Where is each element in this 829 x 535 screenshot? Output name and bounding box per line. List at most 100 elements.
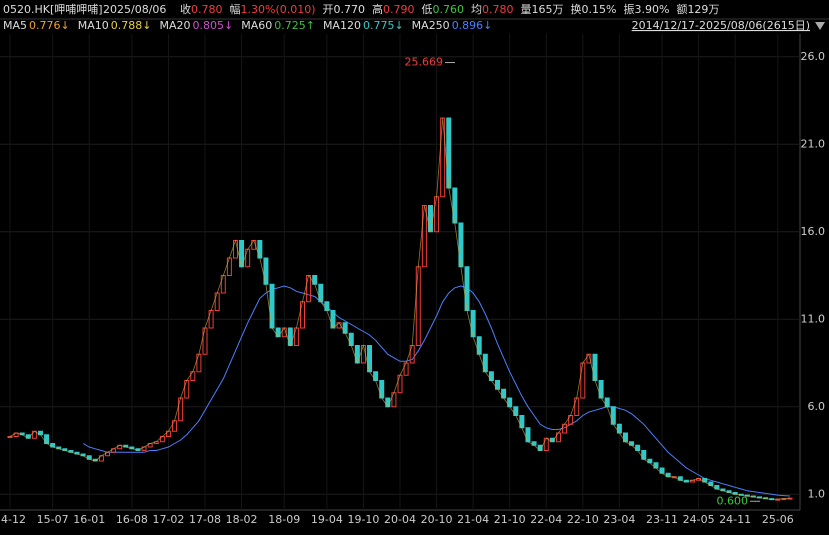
candle <box>616 423 622 434</box>
candle <box>592 353 598 381</box>
candle <box>598 380 604 399</box>
x-tick-label: 18-09 <box>268 513 300 526</box>
quote-value: 0.15% <box>582 3 617 16</box>
candle <box>525 427 531 443</box>
quote-label: 开 <box>323 3 334 16</box>
quote-label: 高 <box>372 2 383 16</box>
quote-value: 0.790 <box>383 3 415 16</box>
candle <box>470 310 476 338</box>
ma-value: 0.788↓ <box>111 19 152 32</box>
y-tick-label: 26.0 <box>801 50 826 63</box>
x-tick-label: 25-06 <box>762 513 794 526</box>
x-tick-label: 21-10 <box>494 513 526 526</box>
x-tick-label: 17-08 <box>189 513 221 526</box>
candle <box>482 353 488 373</box>
x-tick-label: 19-04 <box>311 513 343 526</box>
ma250-line <box>82 285 791 497</box>
x-tick-label: 24-05 <box>683 513 715 526</box>
range[interactable]: 2014/12/17-2025/08/06(2615日) <box>632 19 810 32</box>
quote-label: 均 <box>471 3 482 16</box>
candle <box>379 380 385 399</box>
x-tick-label: 14-12 <box>0 513 26 526</box>
quote-value: 0.780 <box>482 3 514 16</box>
candle <box>610 406 616 425</box>
x-tick-label: 24-11 <box>719 513 751 526</box>
x-tick-label: 20-04 <box>384 513 416 526</box>
candle <box>367 345 373 373</box>
quote-label: 幅 <box>230 3 241 16</box>
candle <box>354 345 360 364</box>
x-tick-label: 18-02 <box>226 513 258 526</box>
ma-value: 0.725↑ <box>274 19 315 32</box>
quote-value: 0.760 <box>433 3 465 16</box>
quote-value: 0.770 <box>334 3 366 16</box>
x-tick-label: 22-04 <box>530 513 562 526</box>
y-tick-label: 1.0 <box>808 487 826 500</box>
ma-name: MA60 <box>241 19 272 32</box>
y-tick-label: 16.0 <box>801 225 826 238</box>
candle <box>458 222 464 268</box>
quote-label: 额 <box>676 3 687 16</box>
candle <box>257 240 263 259</box>
ma-name: MA120 <box>323 19 361 32</box>
x-tick-label: 15-07 <box>37 513 69 526</box>
candle <box>622 432 628 443</box>
candle <box>318 283 324 303</box>
candle <box>452 187 458 224</box>
quote-value: 1.30%(0.010) <box>241 3 316 16</box>
candle <box>513 406 519 416</box>
close-line <box>9 117 791 500</box>
x-tick-label: 23-11 <box>646 513 678 526</box>
candle <box>446 117 452 189</box>
quote-label: 换 <box>571 2 582 16</box>
x-tick-label: 20-10 <box>421 513 453 526</box>
dropdown-icon[interactable] <box>815 22 825 30</box>
ma-name: MA20 <box>159 19 190 32</box>
candle <box>263 257 269 285</box>
candle <box>44 434 50 444</box>
ma-name: MA10 <box>78 19 109 32</box>
candle <box>269 283 275 329</box>
symbol: 0520.HK[呷哺呷哺] <box>3 3 103 16</box>
quote-value: 165万 <box>532 3 564 16</box>
candle <box>342 322 348 334</box>
quote-label: 收 <box>180 2 191 16</box>
candle <box>348 332 354 346</box>
x-tick-label: 16-01 <box>73 513 105 526</box>
x-tick-label: 16-08 <box>116 513 148 526</box>
quote-value: 3.90% <box>634 3 669 16</box>
candle <box>427 205 433 233</box>
ma-name: MA250 <box>412 19 450 32</box>
y-tick-label: 6.0 <box>808 400 826 413</box>
x-tick-label: 19-10 <box>347 513 379 526</box>
y-tick-label: 21.0 <box>801 137 826 150</box>
annotation-label: 25.669 <box>405 56 444 69</box>
x-tick-label: 22-10 <box>567 513 599 526</box>
candle <box>641 450 647 460</box>
x-tick-label: 23-04 <box>603 513 635 526</box>
ma-value: 0.805↓ <box>192 19 233 32</box>
candle <box>464 266 470 311</box>
candle <box>7 436 13 438</box>
ma-value: 0.775↓ <box>363 19 404 32</box>
candle <box>476 336 482 355</box>
candle <box>330 310 336 329</box>
quote-value: 129万 <box>687 3 719 16</box>
ma-name: MA5 <box>3 19 27 32</box>
ma-value: 0.896↓ <box>452 19 493 32</box>
x-tick-label: 17-02 <box>152 513 184 526</box>
candle <box>287 327 293 346</box>
quote-label: 低 <box>422 3 433 16</box>
date: 2025/08/06 <box>103 3 166 16</box>
ma-value: 0.776↓ <box>29 19 70 32</box>
candle <box>519 415 525 429</box>
quote-label: 振 <box>623 2 634 16</box>
annotation-label: 0.600 <box>717 494 749 507</box>
x-tick-label: 21-04 <box>457 513 489 526</box>
y-tick-label: 11.0 <box>801 312 826 325</box>
quote-value: 0.780 <box>191 3 223 16</box>
candle <box>324 301 330 311</box>
